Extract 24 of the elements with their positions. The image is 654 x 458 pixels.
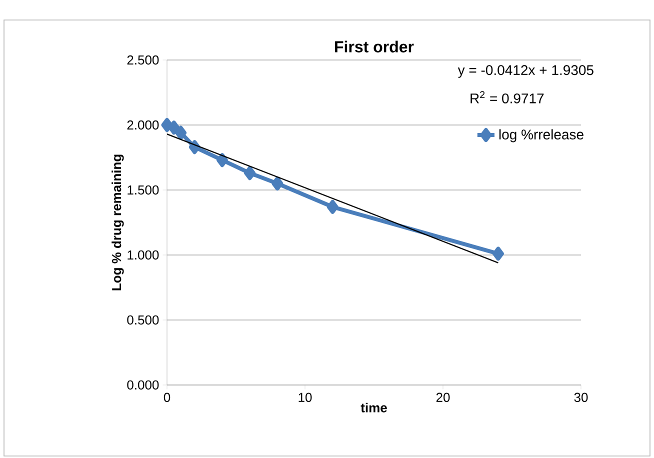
point	[326, 200, 338, 214]
y-tick-label: 2.500	[127, 55, 159, 65]
y-tick-label: 2.000	[127, 120, 159, 130]
x-tick-label: 0	[164, 392, 170, 402]
y-tick-label: 0.000	[127, 380, 159, 390]
point	[492, 246, 504, 261]
point	[175, 126, 187, 140]
y-tick-label: 1.000	[128, 250, 159, 260]
y-tick-label: 0.500	[127, 315, 159, 325]
point	[216, 153, 228, 168]
x-tick-label: 10	[298, 392, 312, 402]
point	[168, 120, 180, 135]
chart-title: First order	[335, 40, 414, 52]
point	[272, 176, 284, 190]
point	[244, 166, 256, 180]
legend-label: log %rrelease	[499, 129, 584, 142]
annotation: y = -0.0412x + 1.9305	[458, 65, 594, 78]
y-tick-label: 1.500	[128, 185, 159, 195]
point	[161, 118, 173, 132]
x-axis-title: time	[360, 402, 387, 412]
annotation: R$^{2}$ = 0.9717	[470, 91, 544, 104]
x-tick-label: 30	[574, 392, 588, 402]
x-tick-label: 20	[436, 392, 450, 402]
y-axis-title: Log % drug remaining	[112, 154, 124, 290]
